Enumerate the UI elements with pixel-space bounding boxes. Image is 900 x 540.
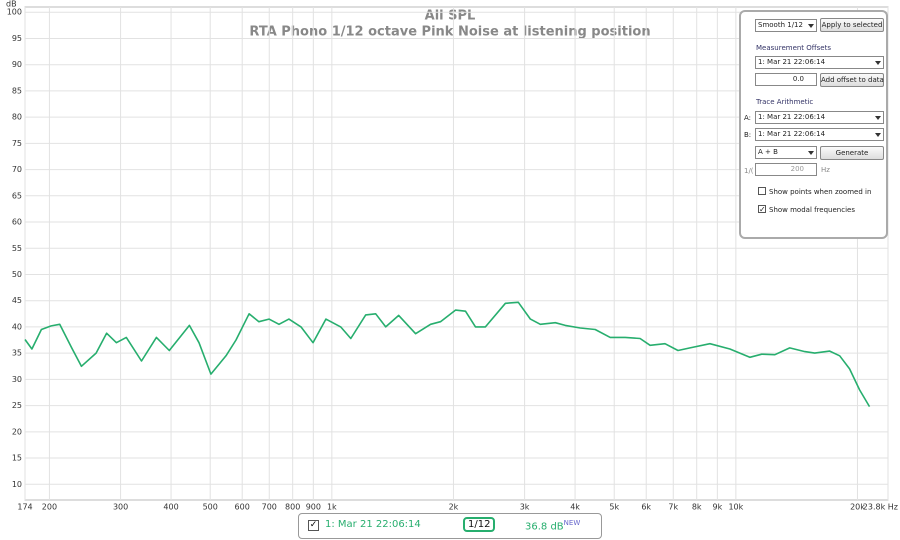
offset-button[interactable]: Add offset to data [820, 73, 884, 87]
offset-input[interactable]: 0.0 [755, 73, 817, 86]
smoothing-badge: 1/12 [463, 517, 496, 532]
x-tick-label: 10k [728, 503, 743, 512]
b-label: B: [744, 131, 752, 139]
data-line [24, 301, 871, 408]
y-tick-label: 15 [12, 454, 22, 463]
arithmetic-heading: Trace Arithmetic [756, 98, 814, 106]
y-tick-label: 100 [7, 8, 22, 17]
checkbox[interactable] [758, 187, 766, 195]
y-tick-label: 70 [12, 165, 22, 174]
x-tick-label: 6k [641, 503, 651, 512]
y-tick-label: 45 [12, 296, 22, 305]
operation-select[interactable]: A + B [755, 146, 817, 159]
generate-button[interactable]: Generate [820, 146, 884, 160]
x-tick-label: 23.8k Hz [863, 503, 898, 512]
level-readout: 36.8 dBNEW [525, 519, 580, 532]
control-panel: Smooth 1/12 Apply to selected Measuremen… [739, 10, 888, 239]
y-tick-label: 85 [12, 86, 22, 95]
x-tick-label: 7k [668, 503, 678, 512]
checkbox-label: Show modal frequencies [769, 206, 855, 214]
x-tick-label: 500 [203, 503, 218, 512]
b-select[interactable]: 1: Mar 21 22:06:14 [755, 128, 884, 141]
x-tick-label: 200 [42, 503, 57, 512]
y-tick-label: 20 [12, 427, 22, 436]
x-tick-label: 20k [850, 503, 865, 512]
chart-title: All SPL [425, 9, 476, 24]
y-tick-label: 55 [12, 244, 22, 253]
legend: ✓ 1: Mar 21 22:06:14 1/12 36.8 dBNEW [298, 513, 602, 539]
x-tick-label: 5k [609, 503, 619, 512]
x-tick-label: 600 [235, 503, 250, 512]
x-tick-label: 800 [285, 503, 300, 512]
x-tick-label: 900 [306, 503, 321, 512]
y-tick-label: 40 [12, 322, 22, 331]
x-tick-label: 9k [713, 503, 723, 512]
reciprocal-unit: Hz [821, 166, 830, 174]
a-label: A: [744, 114, 752, 122]
checkbox-label: Show points when zoomed in [769, 188, 872, 196]
legend-checkbox[interactable]: ✓ [308, 520, 319, 531]
y-tick-label: 95 [12, 34, 22, 43]
y-tick-label: 25 [12, 401, 22, 410]
x-tick-label: 2k [449, 503, 459, 512]
y-tick-label: 30 [12, 375, 22, 384]
y-tick-label: 65 [12, 191, 22, 200]
y-tick-label: 60 [12, 218, 22, 227]
x-tick-label: 300 [113, 503, 128, 512]
y-tick-label: 75 [12, 139, 22, 148]
new-tag: NEW [563, 519, 581, 527]
checkbox[interactable]: ✓ [758, 205, 766, 214]
y-tick-label: 80 [12, 113, 22, 122]
x-tick-label: 700 [262, 503, 277, 512]
reciprocal-input[interactable]: 200 [755, 163, 817, 176]
x-tick-label: 174 [17, 503, 32, 512]
offset-measurement-select[interactable]: 1: Mar 21 22:06:14 [755, 56, 884, 69]
y-tick-label: 35 [12, 349, 22, 358]
offsets-heading: Measurement Offsets [756, 44, 831, 52]
x-tick-label: 4k [570, 503, 580, 512]
apply-button[interactable]: Apply to selected [820, 18, 884, 32]
y-tick-label: 50 [12, 270, 22, 279]
legend-entry[interactable]: 1: Mar 21 22:06:14 [325, 519, 421, 530]
y-tick-label: 90 [12, 60, 22, 69]
x-tick-label: 3k [520, 503, 530, 512]
level-value: 36.8 dB [525, 521, 564, 533]
x-tick-label: 8k [692, 503, 702, 512]
y-axis-label: dB [6, 0, 17, 9]
x-tick-label: 1k [327, 503, 337, 512]
smoothing-select[interactable]: Smooth 1/12 [755, 19, 817, 32]
chart-subtitle: RTA Phono 1/12 octave Pink Noise at list… [249, 25, 650, 40]
y-tick-label: 10 [12, 480, 22, 489]
reciprocal-label: 1/( [744, 167, 754, 175]
x-tick-label: 400 [163, 503, 178, 512]
a-select[interactable]: 1: Mar 21 22:06:14 [755, 111, 884, 124]
